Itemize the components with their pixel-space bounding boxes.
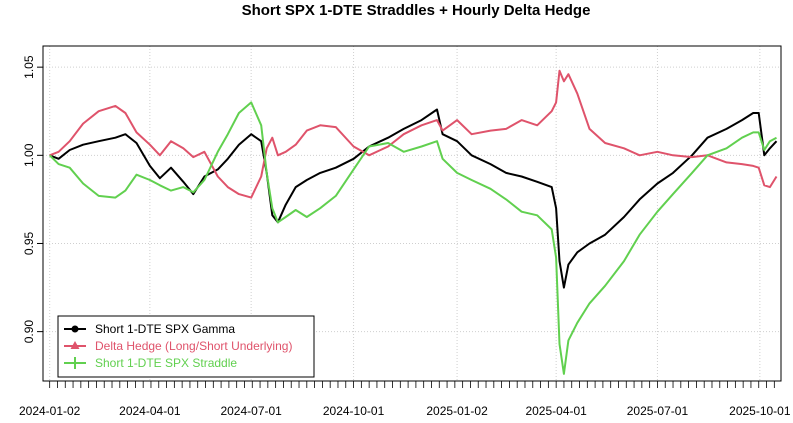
y-tick-label: 1.00 — [22, 143, 36, 167]
x-tick-label: 2024-04-01 — [119, 404, 181, 418]
series-line-2 — [48, 101, 777, 375]
y-tick-label: 0.90 — [22, 320, 36, 344]
x-tick-label: 2025-01-02 — [426, 404, 488, 418]
legend: Short 1-DTE SPX Gamma Delta Hedge (Long/S… — [57, 315, 315, 378]
x-axis: 2024-01-02 2024-04-01 2024-07-01 2024-10-01… — [19, 380, 791, 418]
legend-marker-triangle — [70, 341, 80, 349]
legend-label: Short 1-DTE SPX Straddle — [95, 356, 237, 370]
x-tick-label: 2024-10-01 — [323, 404, 385, 418]
legend-label: Delta Hedge (Long/Short Underlying) — [95, 339, 292, 353]
plot-frame — [42, 45, 782, 382]
legend-marker-circle — [71, 325, 79, 333]
series-line-1 — [49, 69, 778, 199]
x-tick-label: 2025-07-01 — [627, 404, 689, 418]
x-tick-label: 2024-07-01 — [220, 404, 282, 418]
legend-box — [57, 315, 315, 378]
y-tick-label: 0.95 — [22, 231, 36, 255]
chart-title: Short SPX 1-DTE Straddles + Hourly Delta… — [242, 2, 591, 19]
series-line-0 — [49, 108, 778, 289]
x-tick-label: 2025-10-01 — [729, 404, 791, 418]
x-tick-label: 2024-01-02 — [19, 404, 81, 418]
series-group — [48, 69, 778, 375]
y-axis: 0.90 0.95 1.00 1.05 — [22, 55, 44, 344]
y-tick-label: 1.05 — [22, 55, 36, 79]
legend-label: Short 1-DTE SPX Gamma — [95, 322, 235, 336]
x-tick-label: 2025-04-01 — [525, 404, 587, 418]
